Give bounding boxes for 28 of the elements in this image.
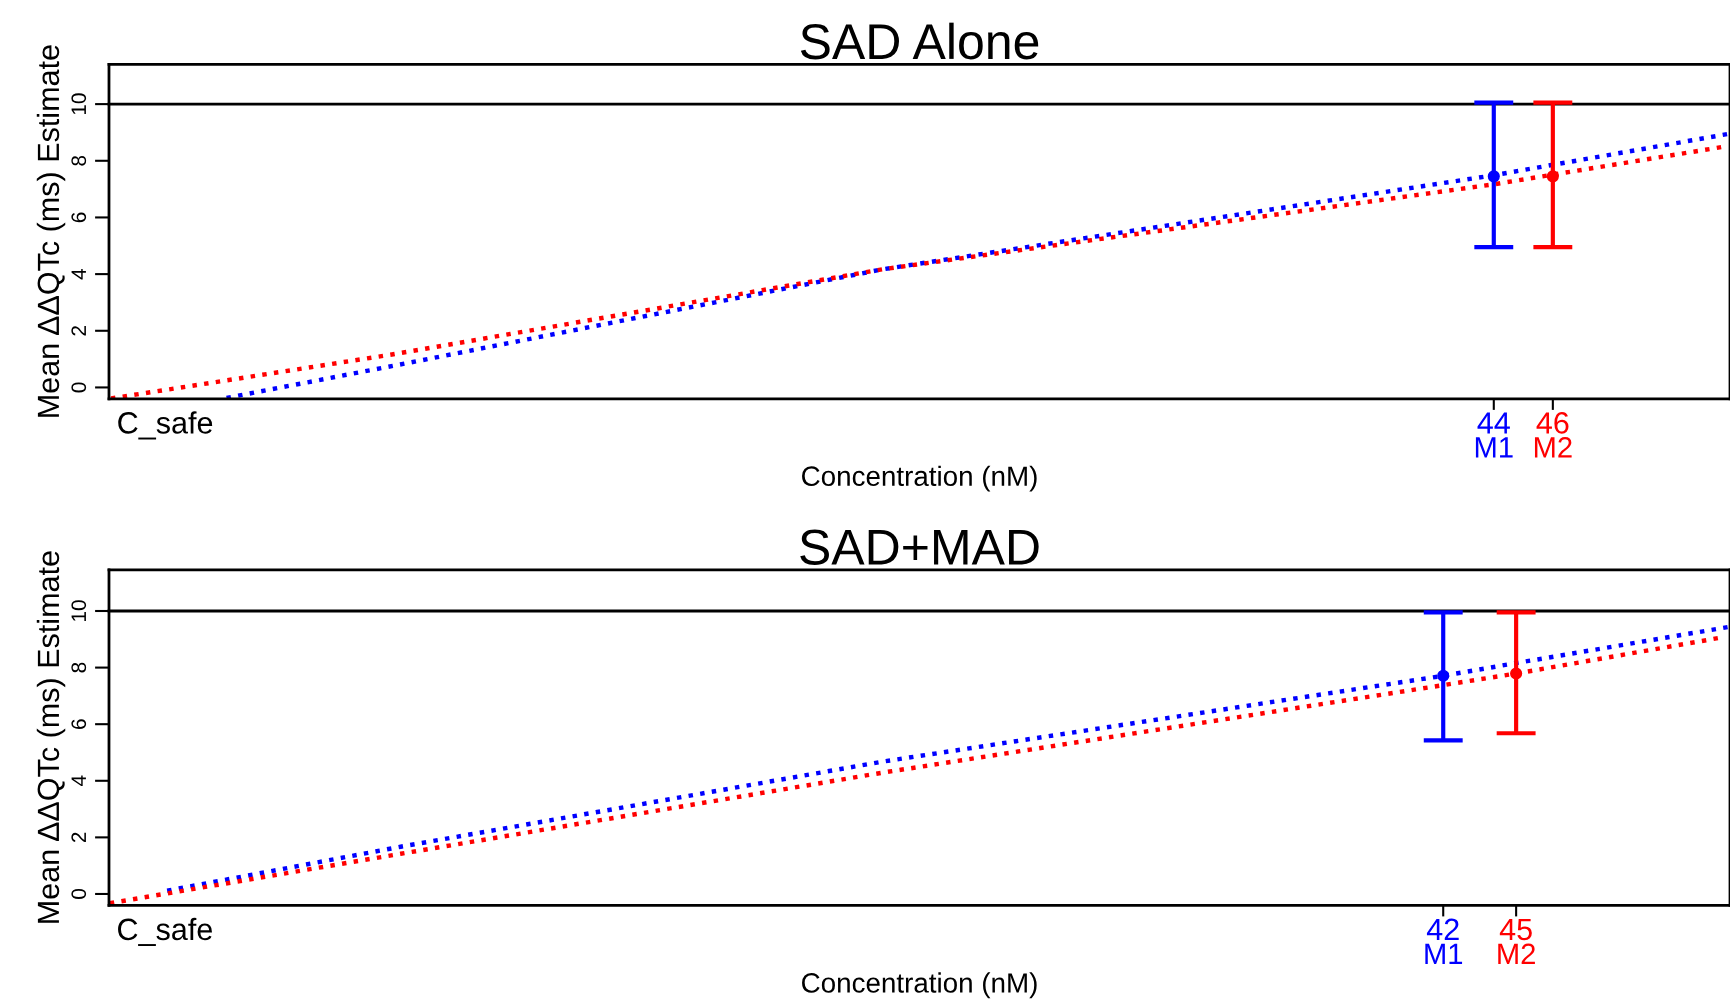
text: M1 <box>1425 943 1463 964</box>
text: M1 <box>1475 437 1513 458</box>
x-tick-label: C_safe <box>118 917 212 947</box>
chart-title: SAD+MAD <box>800 529 1039 565</box>
x-tick-label: 42 <box>1426 918 1459 940</box>
text: M2 <box>1534 437 1572 458</box>
x-tick-label: 45 <box>1499 918 1532 941</box>
y-tick-label: 0 <box>71 888 87 899</box>
y-tick-label: 2 <box>71 326 86 336</box>
x-axis-title: Concentration (nM) <box>802 972 1037 999</box>
y-tick-label: 4 <box>71 268 86 280</box>
text: M2 <box>1498 943 1535 964</box>
y-axis-title: Mean ΔΔQTc (ms) Estimate <box>36 551 66 923</box>
x-tick-label: C_safe <box>118 411 213 440</box>
x-tick-label: 46 <box>1536 412 1569 434</box>
x-tick-label: 44 <box>1477 412 1510 434</box>
y-tick-label: 10 <box>71 93 87 115</box>
y-tick-label: 0 <box>71 382 87 393</box>
y-tick-label: 2 <box>71 832 86 843</box>
y-tick-label: 6 <box>71 212 87 223</box>
x-axis-title: Concentration (nM) <box>802 465 1037 492</box>
y-tick-label: 8 <box>71 155 87 166</box>
y-tick-label: 10 <box>71 600 87 621</box>
y-axis-title: Mean ΔΔQTc (ms) Estimate <box>36 45 66 417</box>
y-tick-label: 8 <box>71 662 87 673</box>
chart-title: SAD Alone <box>800 22 1039 60</box>
y-tick-label: 4 <box>71 775 86 787</box>
y-tick-label: 6 <box>71 719 87 729</box>
